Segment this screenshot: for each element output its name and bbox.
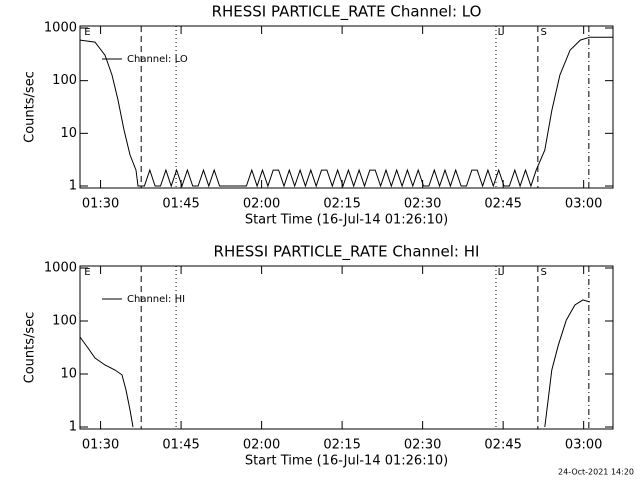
- x-tick-label: 02:30: [404, 438, 441, 453]
- flag-label: L: [498, 27, 504, 38]
- x-tick-label: 02:15: [323, 197, 360, 212]
- x-tick-label: 01:45: [162, 197, 199, 212]
- x-tick-label: 02:00: [243, 438, 280, 453]
- chart-title: RHESSI PARTICLE_RATE Channel: HI: [214, 243, 480, 262]
- y-axis-label: Counts/sec: [23, 312, 38, 384]
- x-tick-label: 02:15: [323, 438, 360, 453]
- y-tick-label: 1000: [44, 21, 77, 36]
- flag-label: E: [84, 27, 90, 38]
- y-tick-label: 10: [60, 126, 77, 141]
- y-tick-label: 10: [60, 367, 77, 382]
- x-axis-label: Start Time (16-Jul-14 01:26:10): [245, 213, 448, 228]
- y-tick-label: 1: [69, 179, 77, 194]
- x-tick-label: 02:30: [404, 197, 441, 212]
- y-tick-label: 1: [69, 420, 77, 435]
- x-tick-label: 03:00: [565, 438, 602, 453]
- x-tick-label: 01:30: [82, 197, 119, 212]
- flag-label: E: [84, 267, 90, 278]
- footer: 24-Oct-2021 14:20: [558, 468, 634, 477]
- flag-label: S: [541, 267, 547, 278]
- x-tick-label: 02:45: [484, 438, 521, 453]
- plot-frame: [79, 25, 614, 189]
- data-line: [79, 36, 613, 188]
- y-tick-label: 100: [52, 73, 77, 88]
- plot-frame: [79, 265, 614, 430]
- x-tick-label: 01:30: [82, 438, 119, 453]
- x-tick-label: 02:00: [243, 197, 280, 212]
- legend-label: Channel: HI: [127, 294, 185, 305]
- flag-label: L: [498, 267, 504, 278]
- x-axis-label: Start Time (16-Jul-14 01:26:10): [245, 454, 448, 469]
- data-line: [79, 299, 591, 428]
- legend-label: Channel: LO: [127, 54, 188, 65]
- y-tick-label: 100: [52, 314, 77, 329]
- flag-label: S: [541, 27, 547, 38]
- y-axis-label: Counts/sec: [23, 71, 38, 143]
- x-tick-label: 02:45: [484, 197, 521, 212]
- x-tick-label: 01:45: [162, 438, 199, 453]
- y-tick-label: 1000: [44, 261, 77, 276]
- chart-title: RHESSI PARTICLE_RATE Channel: LO: [212, 3, 482, 22]
- x-tick-label: 03:00: [565, 197, 602, 212]
